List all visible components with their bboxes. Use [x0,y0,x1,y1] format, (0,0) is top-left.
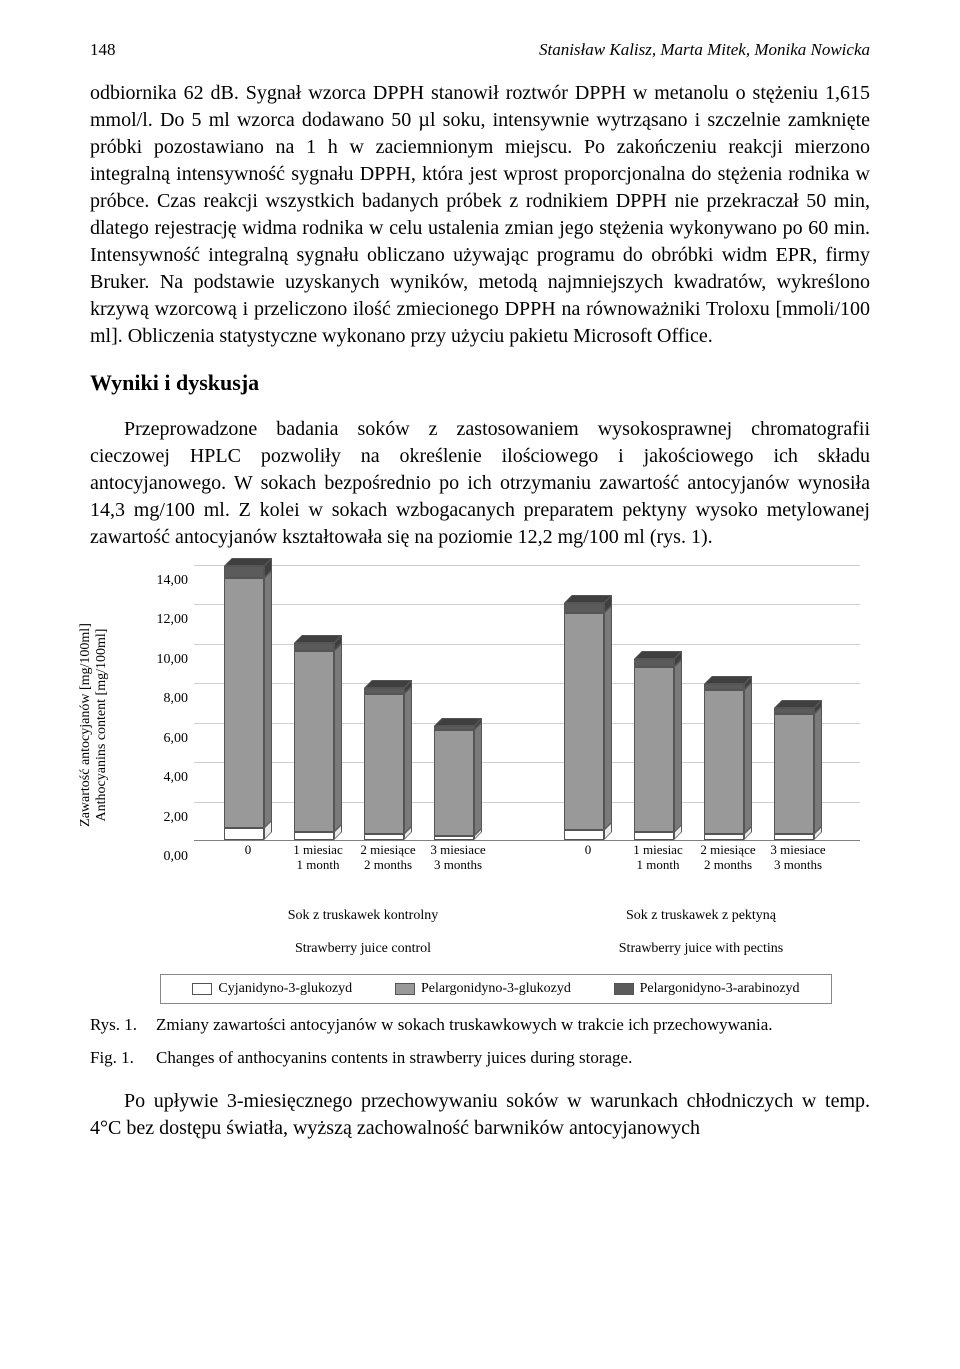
figure-caption-en: Fig. 1. Changes of anthocyanins contents… [90,1047,870,1070]
y-axis-label-pl: Zawartość antocyjanów [mg/100ml] [78,623,93,827]
y-tick-label: 6,00 [148,731,188,747]
y-tick-label: 14,00 [148,573,188,589]
figure-text-en: Changes of anthocyanins contents in stra… [156,1047,870,1070]
y-tick-label: 0,00 [148,849,188,865]
figure-tag-en: Fig. 1. [90,1047,156,1070]
grid-line [194,604,860,605]
header-authors: Stanisław Kalisz, Marta Mitek, Monika No… [539,40,870,60]
legend-swatch [614,983,634,995]
paragraph-1: odbiornika 62 dB. Sygnał wzorca DPPH sta… [90,80,870,350]
legend-item: Cyjanidyno-3-glukozyd [192,981,352,997]
x-tick-label: 3 miesiace3 months [430,843,485,873]
x-tick-label: 0 [245,843,252,858]
paragraph-2: Przeprowadzone badania soków z zastosowa… [90,416,870,551]
group-caption-control: Sok z truskawek kontrolny Strawberry jui… [194,891,532,958]
x-tick-label: 0 [585,843,592,858]
x-tick-label: 2 miesiące2 months [360,843,415,873]
y-tick-label: 4,00 [148,770,188,786]
grid-line [194,565,860,566]
y-axis-label-en: Anthocyanins content [mg/100ml] [94,629,109,822]
paragraph-3: Po upływie 3-miesięcznego przechowywaniu… [90,1088,870,1142]
legend-label: Pelargonidyno-3-glukozyd [421,981,571,997]
legend-item: Pelargonidyno-3-glukozyd [395,981,571,997]
page: 148 Stanisław Kalisz, Marta Mitek, Monik… [0,0,960,1196]
legend-swatch [395,983,415,995]
y-tick-label: 2,00 [148,810,188,826]
legend-item: Pelargonidyno-3-arabinozyd [614,981,800,997]
x-axis-labels: 0 1 miesiac1 month 2 miesiące2 months 3 mie… [194,841,860,885]
x-tick-label: 1 miesiac1 month [633,843,682,873]
group-captions: Sok z truskawek kontrolny Strawberry jui… [194,891,870,958]
bar-chart: Zawartość antocyjanów [mg/100ml] Anthocy… [120,565,860,885]
y-tick-label: 8,00 [148,691,188,707]
x-tick-label: 1 miesiac1 month [293,843,342,873]
x-tick-label: 3 miesiace3 months [770,843,825,873]
chart-legend: Cyjanidyno-3-glukozyd Pelargonidyno-3-glu… [160,974,832,1004]
figure-caption-pl: Rys. 1. Zmiany zawartości antocyjanów w … [90,1014,870,1037]
running-header: 148 Stanisław Kalisz, Marta Mitek, Monik… [90,40,870,60]
plot-area [194,565,860,841]
y-tick-label: 12,00 [148,612,188,628]
legend-label: Pelargonidyno-3-arabinozyd [640,981,800,997]
y-tick-label: 10,00 [148,652,188,668]
x-tick-label: 2 miesiące2 months [700,843,755,873]
legend-swatch [192,983,212,995]
figure-1: Zawartość antocyjanów [mg/100ml] Anthocy… [90,565,870,1004]
y-axis-label: Zawartość antocyjanów [mg/100ml] Anthocy… [78,623,110,827]
figure-text-pl: Zmiany zawartości antocyjanów w sokach t… [156,1014,870,1037]
page-number: 148 [90,40,116,60]
legend-label: Cyjanidyno-3-glukozyd [218,981,352,997]
section-heading: Wyniki i dyskusja [90,370,870,396]
group-caption-pectin: Sok z truskawek z pektyną Strawberry jui… [532,891,870,958]
figure-tag-pl: Rys. 1. [90,1014,156,1037]
